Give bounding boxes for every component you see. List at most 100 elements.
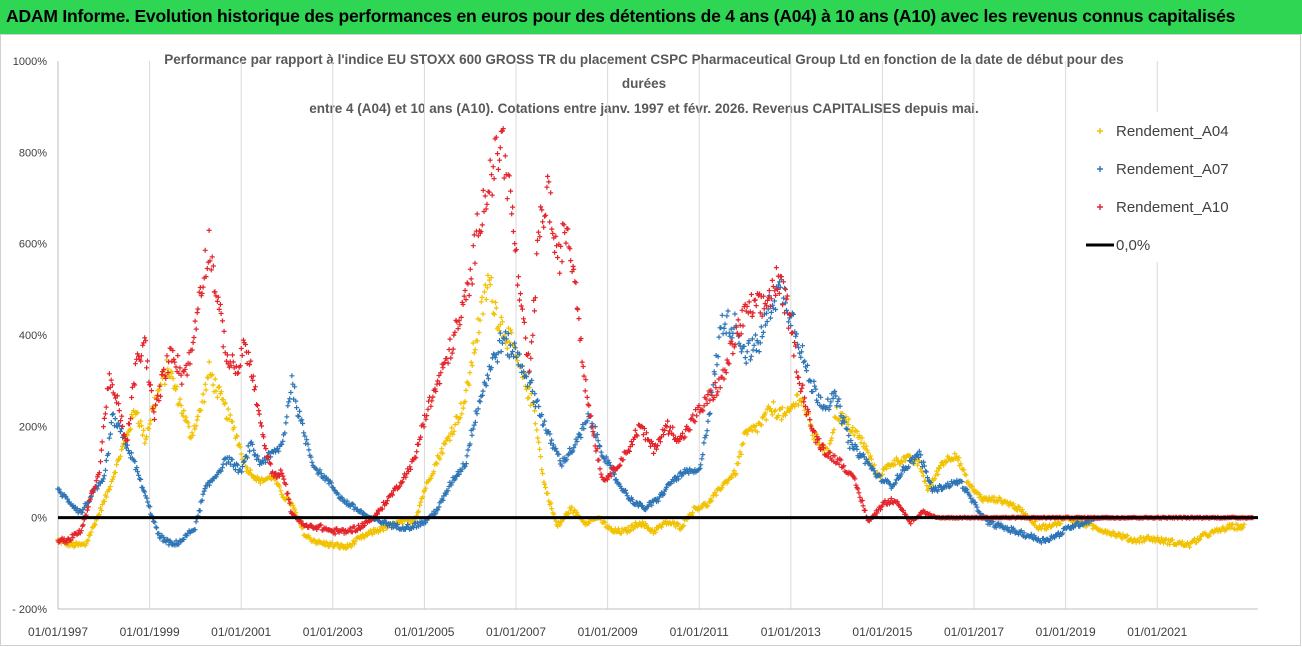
data-point (794, 369, 799, 375)
data-point (518, 303, 524, 309)
data-point (733, 324, 739, 330)
data-point (743, 360, 749, 366)
data-point (748, 292, 754, 297)
data-point (176, 541, 182, 547)
data-point (156, 398, 162, 404)
report-header-title: ADAM Informe. Evolution historique des p… (6, 6, 1236, 26)
data-point (578, 435, 584, 440)
data-point (417, 436, 423, 442)
data-point (575, 307, 581, 312)
data-point (692, 419, 698, 425)
data-point (423, 485, 429, 491)
data-point (1163, 536, 1169, 542)
data-point (464, 453, 470, 459)
data-point (221, 328, 227, 334)
data-point (793, 343, 799, 349)
data-point (467, 441, 473, 447)
data-point (607, 462, 613, 468)
data-point (793, 333, 799, 339)
data-point (144, 434, 150, 440)
data-point (725, 308, 731, 314)
data-point (653, 529, 659, 535)
data-point (77, 530, 83, 536)
data-point (257, 480, 263, 486)
data-point (491, 312, 497, 317)
data-point (358, 536, 364, 541)
data-point (286, 497, 292, 502)
data-point (632, 427, 638, 433)
data-point (1187, 544, 1193, 550)
data-point (838, 457, 844, 463)
data-point (551, 442, 556, 448)
data-point (278, 488, 284, 494)
data-point (542, 481, 548, 487)
data-point (247, 448, 253, 454)
data-point (266, 455, 271, 461)
data-point (827, 449, 833, 455)
data-point (779, 405, 785, 411)
data-point (545, 490, 551, 496)
data-point (446, 433, 452, 439)
data-point (216, 306, 222, 312)
data-point (469, 363, 475, 368)
data-point (868, 456, 874, 462)
data-point (566, 511, 572, 516)
data-point (738, 331, 744, 337)
marks-layer (55, 126, 1258, 551)
data-point (197, 508, 203, 514)
data-point (213, 388, 219, 394)
data-point (192, 426, 198, 432)
data-point (103, 494, 109, 500)
data-point (460, 302, 466, 307)
data-point (548, 500, 554, 506)
data-point (551, 511, 557, 517)
data-point (517, 297, 522, 303)
data-point (646, 503, 651, 509)
legend-marker (1097, 128, 1103, 134)
data-point (570, 263, 576, 269)
data-point (632, 524, 638, 530)
data-point (456, 318, 462, 324)
data-point (799, 385, 805, 391)
data-point (97, 505, 103, 511)
data-point (328, 480, 334, 486)
data-point (173, 387, 179, 393)
data-point (304, 437, 310, 443)
data-point (390, 492, 395, 498)
data-point (167, 374, 173, 380)
data-point (458, 314, 464, 320)
data-point (776, 291, 782, 296)
data-point (449, 425, 455, 431)
data-point (768, 406, 773, 412)
x-tick-label: 01/01/2001 (211, 625, 271, 639)
data-point (484, 201, 490, 207)
data-point (673, 524, 679, 530)
data-point (179, 381, 185, 387)
data-point (262, 443, 267, 449)
data-point (350, 502, 356, 507)
data-point (777, 284, 783, 290)
data-point (744, 303, 750, 309)
data-point (156, 530, 162, 536)
data-point (332, 531, 338, 537)
data-point (278, 467, 284, 473)
data-point (781, 279, 786, 285)
y-tick-label: 600% (19, 239, 47, 251)
data-point (121, 432, 127, 438)
data-point (548, 440, 554, 446)
data-point (349, 529, 355, 535)
data-point (92, 484, 98, 489)
legend-label: 0,0% (1116, 237, 1150, 254)
data-point (172, 359, 178, 365)
data-point (486, 376, 491, 382)
data-point (910, 460, 916, 466)
data-point (448, 355, 454, 361)
data-point (553, 446, 559, 451)
data-point (132, 459, 138, 464)
data-point (987, 521, 993, 527)
data-point (506, 354, 512, 360)
data-point (773, 265, 779, 271)
y-tick-label: 200% (19, 421, 47, 433)
y-tick-label: 800% (19, 147, 47, 159)
data-point (293, 510, 299, 515)
